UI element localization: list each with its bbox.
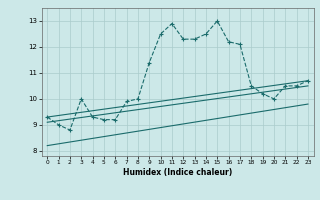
X-axis label: Humidex (Indice chaleur): Humidex (Indice chaleur)	[123, 168, 232, 177]
